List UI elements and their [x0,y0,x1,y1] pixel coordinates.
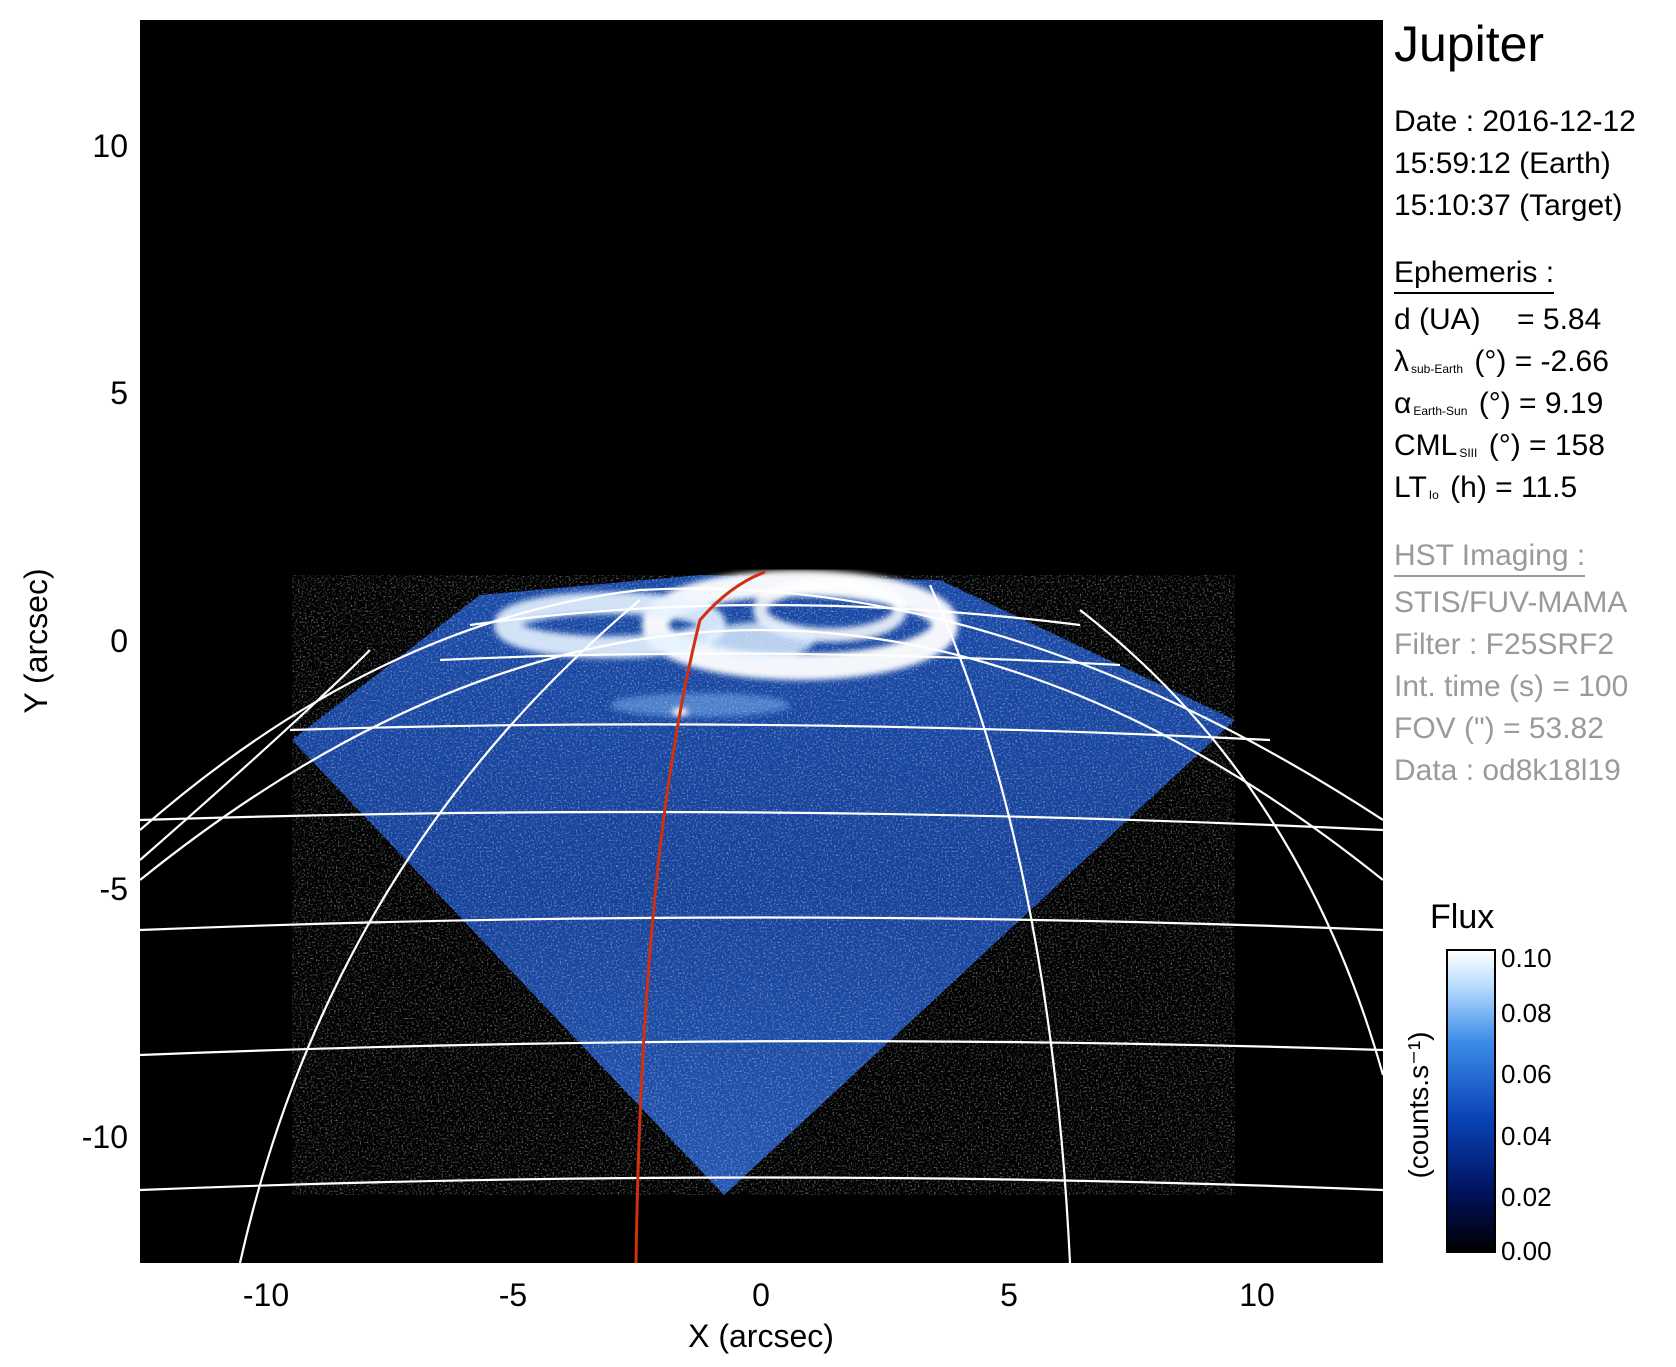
hst-instrument: STIS/FUV-MAMA [1394,586,1628,619]
x-axis-label: X (arcsec) [688,1318,834,1354]
colorbar-tick: 0.08 [1501,998,1552,1028]
lambda-symbol: λ [1394,345,1409,378]
target-name: Jupiter [1394,16,1545,72]
hst-filter: Filter : F25SRF2 [1394,628,1615,661]
hst-integration-time: Int. time (s) = 100 [1394,670,1629,703]
x-tick-label: 0 [752,1277,770,1313]
hst-heading: HST Imaging : [1394,539,1586,577]
lambda-value: (°) = -2.66 [1474,345,1609,378]
hst-section: HST Imaging : [1394,538,1586,577]
y-axis: 10 5 0 -5 -10 Y (arcsec) [18,128,128,1155]
colorbar-tick: 0.10 [1501,943,1552,973]
central-meridian-line [634,570,766,1263]
distance-label: d (UA) [1394,303,1481,336]
target-time: 15:10:37 (Target) [1394,189,1623,222]
colorbar-unit-label: (counts.s⁻¹) [1403,1031,1434,1178]
x-tick-label: -10 [243,1277,289,1313]
observation-date: Date : 2016-12-12 [1394,105,1636,138]
alpha-value: (°) = 9.19 [1478,387,1604,420]
ephemeris-heading: Ephemeris : [1394,256,1555,294]
cml-row: CML SIII (°) = 158 [1394,428,1605,471]
cml-subscript: SIII [1459,446,1478,460]
y-tick-label: -5 [100,871,128,907]
lt-subscript: Io [1428,488,1439,502]
colorbar-tick: 0.04 [1501,1121,1552,1151]
distance-value: = 5.84 [1517,303,1602,336]
y-axis-label: Y (arcsec) [18,568,54,713]
cml-value: (°) = 158 [1488,429,1605,462]
alpha-symbol: α [1394,387,1412,420]
hst-data-id: Data : od8k18l19 [1394,754,1621,787]
sub-earth-latitude-row: λ sub-Earth (°) = -2.66 [1394,344,1609,387]
cml-symbol: CML [1394,429,1458,462]
y-tick-label: -10 [82,1119,128,1155]
colorbar-tick: 0.06 [1501,1059,1552,1089]
x-tick-label: 5 [1000,1277,1018,1313]
lambda-subscript: sub-Earth [1411,362,1464,376]
x-axis: -10 -5 0 5 10 X (arcsec) [243,1277,1275,1354]
lt-value: (h) = 11.5 [1450,471,1578,504]
lt-symbol: LT [1394,471,1427,504]
colorbar-tick: 0.00 [1501,1236,1552,1266]
y-tick-label: 5 [110,375,128,411]
phase-angle-row: α Earth-Sun (°) = 9.19 [1394,386,1603,429]
y-tick-label: 10 [92,128,128,164]
io-local-time-row: LT Io (h) = 11.5 [1394,470,1577,513]
earth-time: 15:59:12 (Earth) [1394,147,1611,180]
ephemeris-section: Ephemeris : [1394,255,1555,294]
distance-row: d (UA) = 5.84 [1394,302,1601,338]
x-tick-label: -5 [499,1277,527,1313]
colorbar-gradient [1446,949,1496,1253]
x-tick-label: 10 [1239,1277,1275,1313]
hst-fov: FOV (") = 53.82 [1394,712,1604,745]
lat-lon-grid [140,584,1383,1263]
alpha-subscript: Earth-Sun [1413,404,1468,418]
colorbar-title: Flux [1430,898,1495,936]
colorbar-tick: 0.02 [1501,1182,1552,1212]
y-tick-label: 0 [110,623,128,659]
colorbar: 0.10 0.08 0.06 0.04 0.02 0.00 (counts.s⁻… [1403,943,1552,1266]
